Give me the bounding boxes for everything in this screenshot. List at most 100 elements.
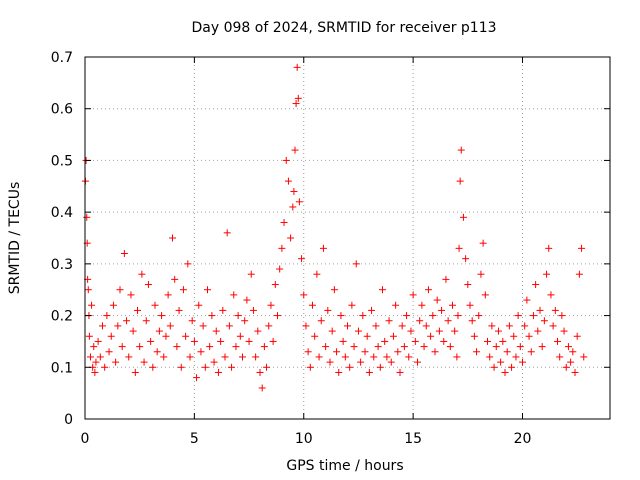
data-point	[197, 348, 205, 356]
data-point	[199, 322, 207, 330]
data-point	[525, 332, 533, 340]
data-point	[409, 291, 417, 299]
data-point	[521, 322, 529, 330]
data-point	[363, 332, 371, 340]
data-point	[258, 384, 266, 392]
data-point	[241, 317, 249, 325]
chart-title: Day 098 of 2024, SRMTID for receiver p11…	[191, 20, 496, 36]
x-tick-label: 5	[190, 431, 199, 447]
data-point	[473, 348, 481, 356]
data-point	[569, 348, 577, 356]
data-point	[352, 260, 360, 268]
data-point	[193, 374, 201, 382]
data-point	[186, 353, 194, 361]
data-point	[438, 306, 446, 314]
data-point	[223, 229, 231, 237]
data-point	[470, 332, 478, 340]
data-point	[571, 368, 579, 376]
y-axis-label: SRMTID / TECUs	[7, 182, 23, 295]
data-point	[184, 260, 192, 268]
data-point	[429, 312, 437, 320]
data-point	[540, 317, 548, 325]
data-point	[129, 327, 137, 335]
data-point	[263, 363, 271, 371]
data-point	[162, 332, 170, 340]
data-point	[140, 358, 148, 366]
data-point	[319, 244, 327, 252]
data-point	[505, 322, 513, 330]
data-point	[466, 301, 474, 309]
data-point	[442, 275, 450, 283]
axis-ticks: 0 5 10 15 20 0 0.1 0.2 0.3 0.4 0.5 0.6 0.7	[51, 50, 610, 447]
data-point	[398, 322, 406, 330]
data-point	[127, 291, 135, 299]
data-point	[499, 337, 507, 345]
data-point	[236, 332, 244, 340]
data-point	[501, 368, 509, 376]
data-point	[464, 281, 472, 289]
data-point	[284, 177, 292, 185]
data-point	[254, 327, 262, 335]
data-point	[179, 286, 187, 294]
data-point	[580, 353, 588, 361]
x-tick-label: 20	[514, 431, 532, 447]
data-point	[101, 363, 109, 371]
data-point	[94, 337, 102, 345]
data-point	[166, 322, 174, 330]
data-point	[99, 322, 106, 330]
data-point	[451, 327, 459, 335]
data-point	[479, 239, 487, 247]
data-point	[379, 286, 386, 294]
data-point	[431, 348, 439, 356]
data-point	[86, 353, 94, 361]
data-point	[545, 244, 553, 252]
x-tick-label: 10	[295, 431, 313, 447]
data-point	[221, 353, 229, 361]
data-point	[481, 291, 489, 299]
data-point	[271, 281, 279, 289]
data-point	[265, 322, 273, 330]
data-point	[252, 353, 260, 361]
data-point	[354, 327, 362, 335]
data-point	[376, 363, 384, 371]
data-point	[107, 332, 115, 340]
data-point	[315, 353, 323, 361]
data-point	[348, 301, 356, 309]
data-point	[514, 312, 522, 320]
data-point	[497, 358, 505, 366]
data-point	[492, 343, 500, 351]
data-point	[562, 363, 570, 371]
data-point	[549, 322, 557, 330]
y-tick-label: 0.7	[51, 50, 73, 66]
data-point	[403, 312, 411, 320]
data-point	[422, 322, 430, 330]
data-point	[551, 306, 559, 314]
data-point	[109, 301, 117, 309]
data-point	[158, 312, 166, 320]
data-point	[91, 368, 99, 376]
data-point	[85, 332, 93, 340]
data-point	[210, 358, 218, 366]
data-point	[239, 353, 246, 361]
y-tick-label: 0.6	[51, 102, 73, 118]
data-point	[389, 332, 397, 340]
data-point	[317, 317, 325, 325]
data-point	[114, 322, 122, 330]
data-point	[359, 312, 367, 320]
data-point	[453, 353, 461, 361]
data-point	[123, 317, 131, 325]
data-point	[538, 343, 546, 351]
data-point	[564, 343, 572, 351]
data-point	[175, 306, 183, 314]
data-point	[171, 275, 179, 283]
data-point	[385, 317, 393, 325]
data-point	[440, 337, 448, 345]
data-point	[300, 291, 308, 299]
data-point	[556, 353, 564, 361]
data-point	[435, 327, 443, 335]
data-point	[313, 270, 321, 278]
y-tick-label: 0.3	[51, 257, 73, 273]
data-point	[424, 286, 432, 294]
data-point	[290, 187, 298, 195]
data-point	[267, 301, 275, 309]
